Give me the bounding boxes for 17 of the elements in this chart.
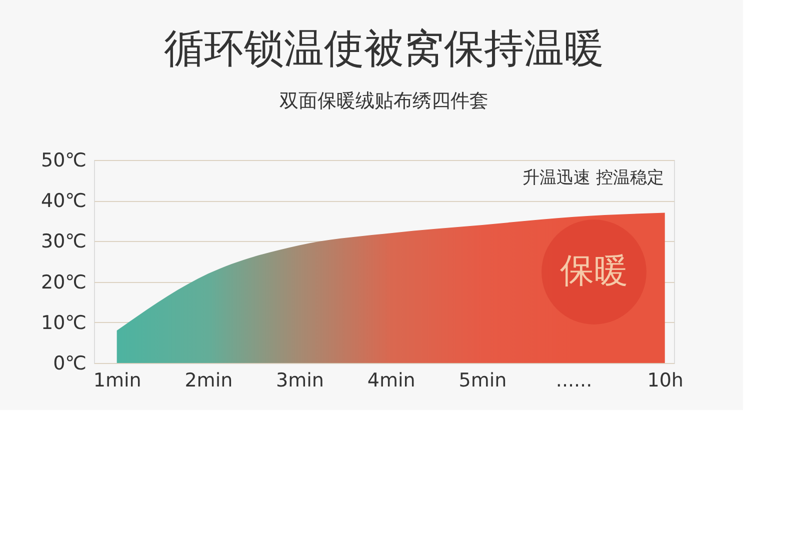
x-tick-label: 1min <box>93 370 142 392</box>
x-tick-label: ...... <box>556 370 592 392</box>
annotation: 保暖 <box>560 251 628 291</box>
y-tick-label: 40℃ <box>40 190 86 212</box>
y-tick-label: 50℃ <box>40 150 86 172</box>
y-tick-label: 10℃ <box>40 312 86 334</box>
chart-title: 循环锁温使被窝保持温暖 <box>164 26 604 72</box>
x-tick-label: 3min <box>276 370 324 392</box>
y-tick-label: 30℃ <box>40 230 86 253</box>
y-tick-label: 20℃ <box>40 271 86 294</box>
x-tick-label: 10h <box>647 370 684 392</box>
y-tick-label: 0℃ <box>53 352 86 374</box>
chart-subtitle: 双面保暖绒贴布绣四件套 <box>280 90 488 112</box>
x-tick-label: 5min <box>458 370 507 392</box>
x-tick-label: 2min <box>184 370 233 392</box>
x-tick-label: 4min <box>367 370 416 392</box>
annotation: 升温迅速 控温稳定 <box>522 168 664 188</box>
